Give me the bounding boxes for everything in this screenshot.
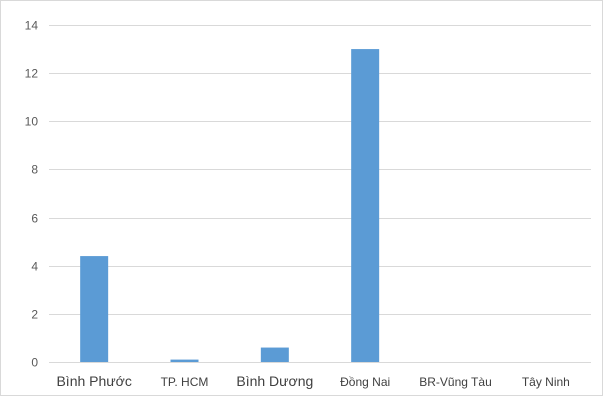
y-tick-label: 4: [31, 260, 38, 274]
y-tick-label: 12: [25, 67, 39, 81]
gridlines: [49, 25, 591, 363]
y-axis-tick-labels: 0 2 4 6 8 10 12 14: [25, 19, 39, 370]
bar: [80, 256, 109, 362]
x-category-label: TP. HCM: [161, 375, 209, 389]
x-category-label: Đồng Nai: [340, 375, 390, 389]
bar: [260, 347, 289, 362]
x-category-label: Bình Dương: [236, 373, 313, 389]
y-tick-label: 8: [31, 163, 38, 177]
y-tick-label: 10: [25, 115, 39, 129]
bar: [170, 359, 199, 362]
x-category-label: Tây Ninh: [522, 375, 570, 389]
x-category-label: BR-Vũng Tàu: [419, 375, 492, 389]
bar: [351, 49, 380, 362]
y-tick-label: 14: [25, 19, 39, 33]
y-tick-label: 0: [31, 356, 38, 370]
x-category-label: Bình Phước: [56, 373, 131, 389]
y-tick-label: 2: [31, 308, 38, 322]
bars: [80, 49, 380, 362]
x-axis-category-labels: Bình Phước TP. HCM Bình Dương Đồng Nai BR-Vũ…: [56, 373, 569, 389]
y-tick-label: 6: [31, 212, 38, 226]
